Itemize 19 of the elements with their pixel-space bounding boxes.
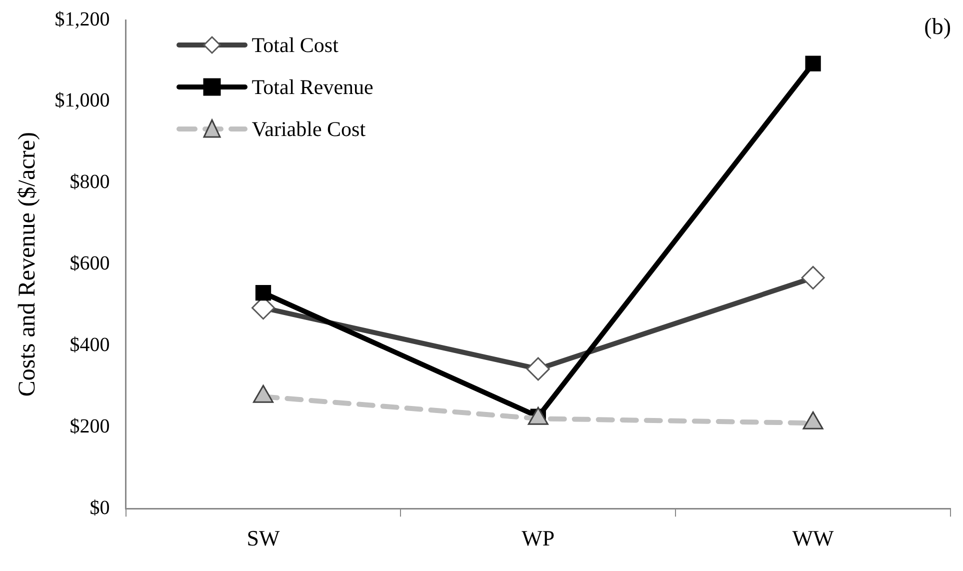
point (805, 56, 821, 72)
y-tick-label: $200 (70, 415, 110, 438)
y-tick-label: $400 (70, 334, 110, 356)
y-tick-label: $0 (90, 496, 110, 519)
annotation: (b) (924, 14, 951, 40)
legend-label: Total Cost (252, 32, 338, 58)
legend-label: Total Revenue (252, 74, 374, 100)
y-axis-title: Costs and Revenue ($/acre) (14, 132, 41, 397)
point (801, 266, 825, 290)
y-tick-label: $1,000 (54, 90, 110, 112)
x-tick-label: WW (792, 526, 834, 551)
y-tick-label: $1,200 (54, 8, 110, 30)
x-tick-label: SW (246, 526, 280, 551)
y-tick-label: $600 (70, 252, 110, 275)
point (526, 357, 550, 381)
y-tick-label: $800 (70, 171, 110, 194)
legend-label: Variable Cost (252, 116, 366, 142)
point (255, 284, 272, 301)
x-tick-label: WP (522, 526, 555, 551)
